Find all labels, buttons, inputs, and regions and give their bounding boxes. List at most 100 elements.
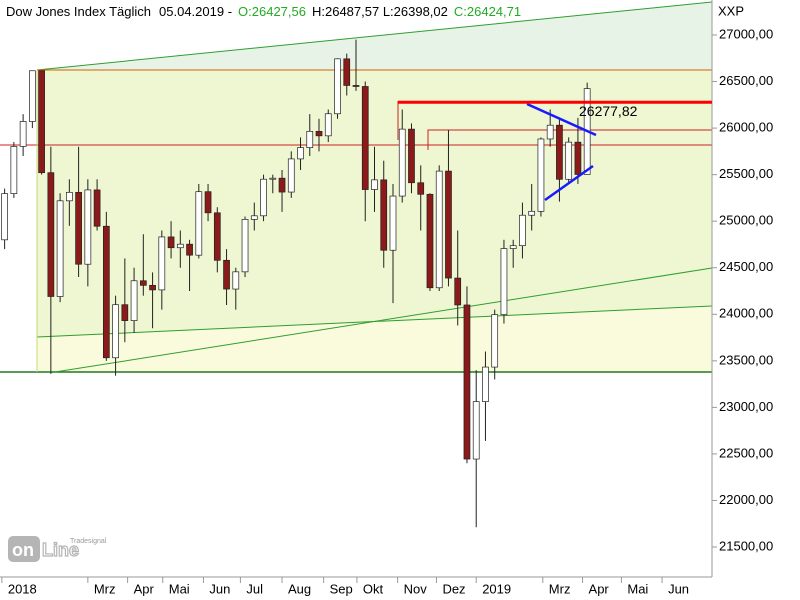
candle-body (232, 271, 240, 290)
candle-body (250, 215, 258, 220)
candle-body (93, 189, 101, 227)
candles (1, 39, 591, 528)
y-tick-label: 22000,00 (719, 492, 773, 507)
x-tick-label: Mrz (549, 581, 571, 596)
y-tick-label: 26500,00 (719, 73, 773, 88)
candle-body (66, 191, 73, 202)
candle-body (195, 191, 203, 256)
ohlc-value: H:26487,57 L:26398,02 (312, 4, 448, 19)
x-tick-label: 2019 (482, 581, 511, 596)
x-tick-label: Dez (442, 581, 465, 596)
candle-body (334, 58, 341, 115)
candle-body (223, 259, 230, 290)
candle-body (297, 147, 304, 160)
date: 05.04.2019 - (159, 4, 232, 19)
triangle-line (544, 164, 594, 202)
x-tick-label: Apr (589, 581, 610, 596)
candle-body (435, 170, 443, 289)
candle-body (519, 214, 526, 247)
candle-body (186, 243, 193, 256)
y-tick-label: 22500,00 (719, 445, 773, 460)
candle-body (213, 212, 221, 261)
candle-body (398, 128, 406, 197)
y-tick-label: 23000,00 (719, 399, 773, 414)
header: Dow Jones Index Täglich 05.04.2019 - O:264… (6, 4, 521, 19)
triangle-line (526, 102, 597, 137)
candle-body (84, 189, 92, 265)
x-tick-label: Jun (209, 581, 230, 596)
y-tick-label: 21500,00 (719, 538, 773, 553)
candle-body (139, 280, 147, 286)
candle-body (1, 193, 8, 241)
y-tick-label: 24000,00 (719, 306, 773, 321)
logo-line: Line (42, 540, 79, 560)
logo: on Line Tradesignal (8, 536, 107, 562)
candle-body (19, 121, 27, 147)
candle-body (445, 170, 452, 279)
candle-body (537, 138, 545, 212)
candle-body (324, 113, 332, 137)
x-tick-label: Jun (668, 581, 689, 596)
candle-body (417, 182, 425, 195)
candle-body (463, 304, 471, 460)
candle-body (426, 193, 434, 289)
triangle (526, 102, 597, 202)
candle-body (167, 236, 175, 249)
symbol: XXP (718, 3, 744, 18)
candle-body (315, 131, 323, 137)
logo-box (8, 536, 40, 562)
x-tick-label: Nov (404, 581, 428, 596)
ohlc-value: C:26424,71 (454, 4, 521, 19)
candle-body (269, 177, 277, 180)
x-tick-label: Apr (134, 581, 155, 596)
candle-body (389, 195, 397, 251)
ohlc: O:26427,56 H:26487,57 L:26398,02 C:26424,7… (238, 4, 521, 19)
candle-body (482, 366, 489, 402)
candle-body (408, 128, 415, 184)
candle-body (10, 146, 18, 194)
x-tick-label: Jul (246, 581, 263, 596)
x-tick-label: Okt (363, 581, 384, 596)
y-tick-label: 25000,00 (719, 213, 773, 228)
y-axis-panel (712, 0, 800, 600)
trend-line (54, 267, 713, 373)
x-tick-label: 2018 (8, 581, 37, 596)
candle-body (204, 191, 212, 214)
candle-body (472, 401, 480, 460)
candle-body (112, 304, 119, 359)
x-tick-label: Sep (330, 581, 353, 596)
x-tick-label: Mrz (94, 581, 116, 596)
candle-body (149, 284, 156, 291)
candle-body (509, 245, 517, 249)
candle-body (47, 172, 55, 297)
candle-body (29, 70, 36, 122)
candle-body (260, 178, 267, 217)
candle-body (500, 248, 508, 316)
candle-body (343, 58, 351, 86)
candle-body (361, 86, 369, 190)
candle-body (241, 219, 249, 273)
candle-body (287, 158, 295, 193)
candle-body (75, 191, 82, 265)
level-line (427, 129, 712, 150)
y-tick-label: 24500,00 (719, 259, 773, 274)
candle-body (278, 177, 286, 193)
lower-fill (37, 306, 712, 372)
candle-body (56, 200, 64, 297)
x-tick-label: Mai (627, 581, 648, 596)
annotation-label: 26277,82 (579, 103, 638, 119)
candle-body (380, 179, 388, 251)
candle-body (352, 85, 360, 87)
candle-body (158, 236, 166, 291)
candle-body (491, 314, 499, 368)
candle-body (574, 141, 582, 175)
candle-body (454, 277, 462, 306)
logo-on: on (12, 540, 34, 560)
candle-body (556, 124, 563, 180)
trend-line (36, 1, 713, 71)
candle-body (546, 124, 554, 140)
y-tick-label: 27000,00 (719, 26, 773, 41)
candle-body (565, 141, 573, 180)
y-tick-label: 26000,00 (719, 120, 773, 135)
